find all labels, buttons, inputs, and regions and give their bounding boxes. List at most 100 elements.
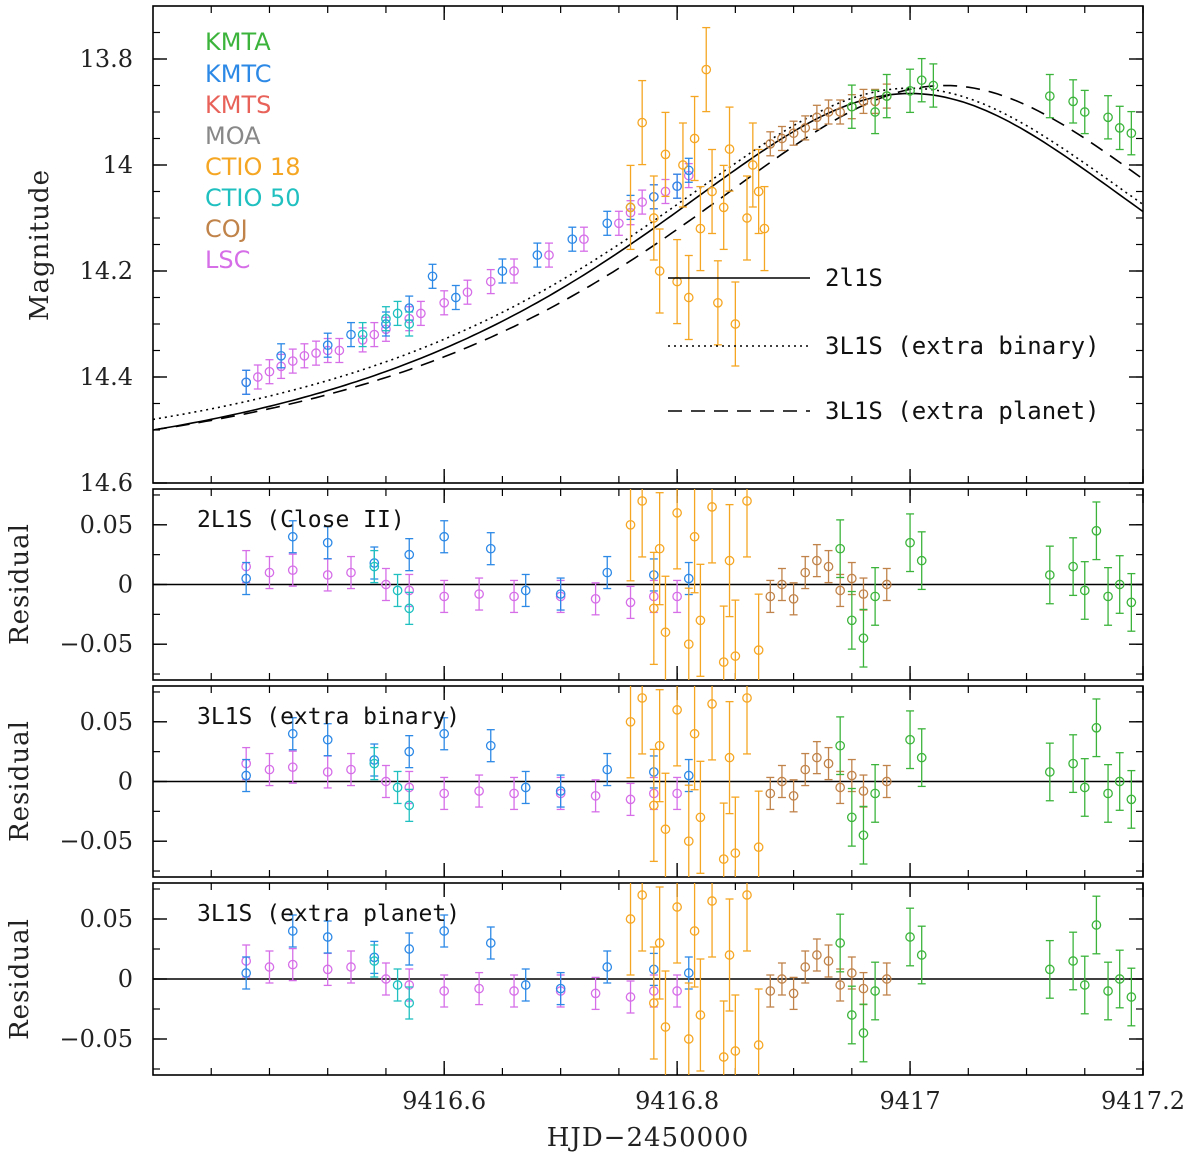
res1-point-kmta-4 [905, 537, 915, 548]
res2-point-lsc-9 [509, 788, 519, 799]
res1-point-ctio-50-1 [392, 585, 403, 596]
res2-point-kmta-6 [1044, 767, 1055, 777]
res1-point-ctio-18-1 [637, 496, 648, 506]
res2-point-ctio-50-2 [404, 800, 415, 811]
res1-point-coj-9 [881, 579, 892, 590]
panel-3: 9416.6 9416.8 9417 9417.2 0.05 0 −0.05 [59, 882, 1185, 1115]
lc-point-kmtc-11 [602, 218, 613, 229]
res3-point-ctio-18-10 [718, 1052, 729, 1062]
res3-point-coj-5 [823, 956, 834, 966]
res1-point-kmta-0 [835, 543, 846, 554]
res1-point-ctio-18-12 [730, 651, 741, 661]
res1-point-ctio-50-0 [369, 561, 380, 572]
res2-point-coj-1 [777, 776, 787, 787]
res1-point-coj-7 [846, 573, 857, 584]
res3-point-ctio-18-6 [683, 1034, 694, 1044]
res3-point-lsc-1 [264, 962, 275, 972]
res3-point-kmtc-0 [241, 968, 252, 978]
res2-point-ctio-18-7 [689, 728, 700, 739]
y-tick-label-3-1: 0 [118, 965, 133, 993]
res2-point-lsc-4 [346, 764, 356, 775]
y-axis-title-residual-1: Residual [5, 523, 35, 645]
res3-point-kmta-8 [1079, 980, 1090, 990]
lc-point-kmta-7 [1068, 96, 1078, 107]
res1-point-kmtc-9 [602, 567, 613, 578]
res3-point-kmta-12 [1126, 992, 1137, 1002]
res1-point-ctio-18-5 [672, 508, 682, 518]
res1-point-ctio-18-0 [625, 519, 636, 530]
residual-points-2 [241, 686, 1137, 877]
res3-point-kmta-4 [905, 932, 915, 942]
res2-point-kmtc-5 [439, 728, 450, 739]
res2-point-coj-5 [823, 758, 834, 769]
res2-point-ctio-18-5 [672, 705, 682, 715]
res2-point-ctio-18-3 [654, 740, 665, 751]
res3-point-lsc-12 [625, 992, 636, 1002]
residual-panel-label-3: 3L1S (extra planet) [197, 901, 460, 927]
res1-point-lsc-5 [381, 579, 391, 590]
y-tick-label-3-0: 0.05 [80, 905, 133, 933]
res3-point-coj-4 [812, 950, 822, 960]
res2-point-lsc-5 [381, 776, 391, 787]
res3-point-kmta-7 [1068, 956, 1078, 966]
lc-point-lsc-2 [264, 366, 275, 377]
res3-point-ctio-18-8 [695, 1010, 706, 1020]
lc-point-ctio-18-14 [724, 144, 735, 154]
lc-point-ctio-18-15 [730, 319, 741, 329]
residual-panel-label-1: 2L1S (Close II) [197, 507, 405, 533]
res1-point-lsc-12 [625, 597, 636, 608]
res3-point-ctio-18-1 [637, 890, 648, 900]
res1-point-kmta-12 [1126, 597, 1137, 608]
lc-point-ctio-18-1 [637, 117, 648, 128]
res2-point-ctio-18-0 [625, 716, 636, 727]
lc-point-lsc-4 [287, 356, 298, 366]
res2-point-ctio-18-4 [660, 824, 671, 835]
res2-point-lsc-12 [625, 794, 636, 805]
res2-point-ctio-18-2 [648, 800, 659, 811]
res2-point-kmta-5 [916, 752, 927, 763]
res2-point-kmta-3 [870, 788, 880, 799]
lc-point-ctio-50-2 [392, 308, 403, 319]
res3-point-lsc-5 [381, 974, 391, 984]
lc-point-kmta-2 [881, 91, 892, 101]
res1-point-kmtc-1 [287, 531, 298, 542]
model-legend: 2l1S 3L1S (extra binary) 3L1S (extra pla… [668, 264, 1100, 425]
lc-point-coj-4 [812, 112, 822, 123]
y-axis-title-magnitude: Magnitude [25, 169, 55, 321]
model-curve-1 [153, 87, 1143, 421]
res2-point-lsc-14 [672, 788, 682, 799]
lc-point-lsc-16 [485, 276, 496, 287]
res1-point-ctio-18-14 [753, 645, 764, 656]
lc-point-kmta-1 [870, 107, 880, 117]
res1-point-kmta-10 [1103, 591, 1113, 602]
lc-point-kmta-9 [1103, 112, 1113, 123]
res2-point-kmta-2 [858, 830, 869, 841]
res1-point-kmtc-11 [683, 573, 694, 584]
res1-point-kmta-7 [1068, 561, 1078, 572]
res1-point-coj-4 [812, 555, 822, 566]
res2-point-ctio-18-11 [724, 752, 735, 763]
y-axis-title-residual-3: Residual [5, 918, 35, 1040]
x-tick-label-1: 9416.8 [635, 1087, 719, 1115]
res3-point-ctio-50-1 [392, 980, 403, 990]
y-tick-label-0-4: 14.6 [80, 469, 133, 497]
res1-point-kmta-5 [916, 555, 927, 566]
res3-point-kmtc-5 [439, 926, 450, 936]
lc-point-coj-3 [800, 123, 811, 133]
y-tick-label-2-1: 0 [118, 768, 133, 796]
res2-point-kmta-1 [846, 812, 857, 823]
model-curve-0 [153, 92, 1143, 431]
res2-point-ctio-50-0 [369, 758, 380, 769]
res2-point-kmtc-11 [683, 770, 694, 781]
res1-point-kmta-1 [846, 615, 857, 626]
res3-point-ctio-18-12 [730, 1046, 741, 1056]
res2-point-ctio-18-6 [683, 836, 694, 847]
legend-kmtc: KMTC [205, 60, 271, 88]
res3-point-lsc-3 [322, 964, 333, 975]
res3-point-kmtc-6 [485, 938, 496, 948]
res2-point-kmtc-4 [404, 746, 415, 757]
lc-point-coj-2 [788, 128, 799, 139]
res2-point-ctio-18-13 [742, 693, 752, 703]
lc-point-kmtc-15 [683, 165, 694, 176]
